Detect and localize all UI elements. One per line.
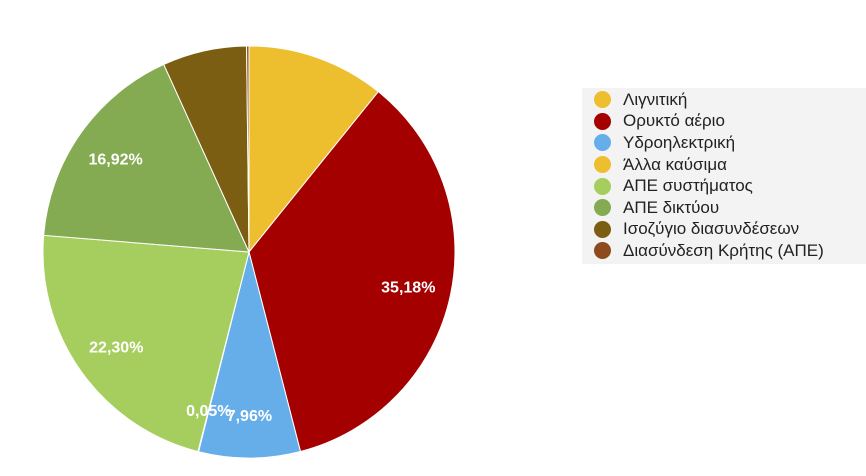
legend-label: ΑΠΕ δικτύου: [623, 197, 720, 217]
legend-item: Ορυκτό αέριο: [594, 111, 866, 133]
legend-swatch: [594, 134, 611, 152]
legend-swatch: [594, 242, 611, 260]
slice-label: 35,18%: [381, 280, 435, 297]
legend-swatch: [594, 199, 611, 217]
legend-label: Υδροηλεκτρική: [623, 132, 736, 152]
legend-item: Λιγνιτική: [594, 89, 866, 111]
pie-slice: [248, 45, 380, 254]
legend-item: ΑΠΕ συστήματος: [594, 175, 866, 197]
slice-label: 22,30%: [89, 340, 143, 357]
legend-item: Υδροηλεκτρική: [594, 132, 866, 154]
legend-swatch: [594, 112, 611, 130]
legend-swatch: [594, 177, 611, 195]
legend-item: ΑΠΕ δικτύου: [594, 197, 866, 219]
pie-labels: 35,18% 7,96%0,05% 22,30% 16,92%: [88, 151, 435, 425]
legend-label: ΑΠΕ συστήματος: [623, 176, 753, 196]
slice-label: 0,05%: [186, 403, 231, 420]
legend-item: Διασύνδεση Κρήτης (ΑΠΕ): [594, 240, 866, 262]
legend-swatch: [594, 156, 611, 174]
pie-slice: [42, 234, 250, 453]
legend-item: Ισοζύγιο διασυνδέσεων: [594, 219, 866, 241]
legend-item: Άλλα καύσιμα: [594, 154, 866, 176]
legend-swatch: [594, 91, 611, 109]
legend-swatch: [594, 220, 611, 238]
legend-label: Ορυκτό αέριο: [623, 111, 725, 131]
pie-slice: [197, 251, 302, 459]
pie-slice: [248, 90, 456, 453]
legend-label: Ισοζύγιο διασυνδέσεων: [623, 219, 800, 239]
pie-slices: [42, 45, 456, 459]
legend: Λιγνιτική Ορυκτό αέριο Υδροηλεκτρική Άλλα κ…: [582, 88, 866, 264]
pie-slice: [43, 63, 250, 253]
pie-slice: [246, 45, 250, 253]
legend-label: Διασύνδεση Κρήτης (ΑΠΕ): [623, 240, 824, 260]
slice-label: 7,96%: [227, 408, 272, 425]
slice-label: 16,92%: [88, 151, 142, 168]
legend-label: Άλλα καύσιμα: [623, 154, 727, 174]
legend-label: Λιγνιτική: [623, 89, 688, 109]
